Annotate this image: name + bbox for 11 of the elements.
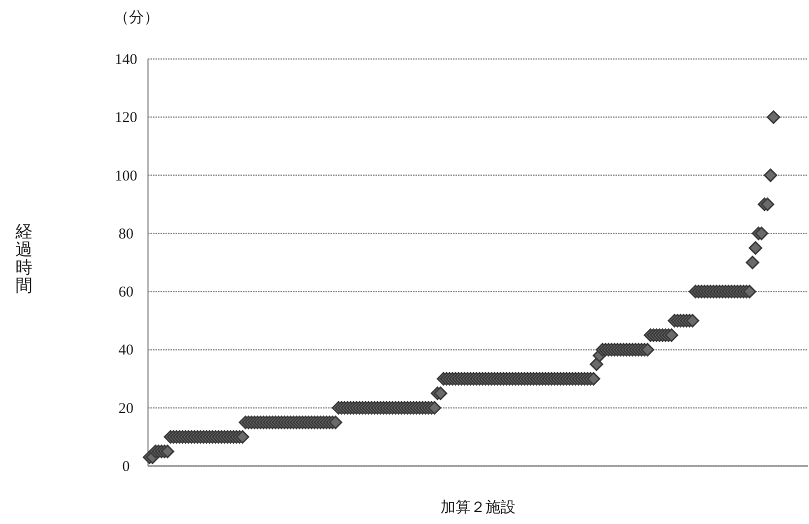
- y-tick-label: 0: [122, 459, 130, 475]
- y-tick-label: 20: [118, 400, 134, 417]
- y-axis-title: 経過時間: [14, 222, 32, 295]
- y-tick-label: 40: [118, 342, 134, 359]
- y-tick-label: 140: [114, 52, 138, 68]
- y-tick-label: 120: [114, 110, 138, 126]
- y-tick-label: 100: [114, 168, 138, 184]
- text: （分）: [114, 9, 159, 26]
- y-tick-label: 80: [118, 226, 134, 242]
- y-tick-label: 60: [118, 284, 134, 301]
- x-axis-title: 加算２施設: [440, 499, 516, 516]
